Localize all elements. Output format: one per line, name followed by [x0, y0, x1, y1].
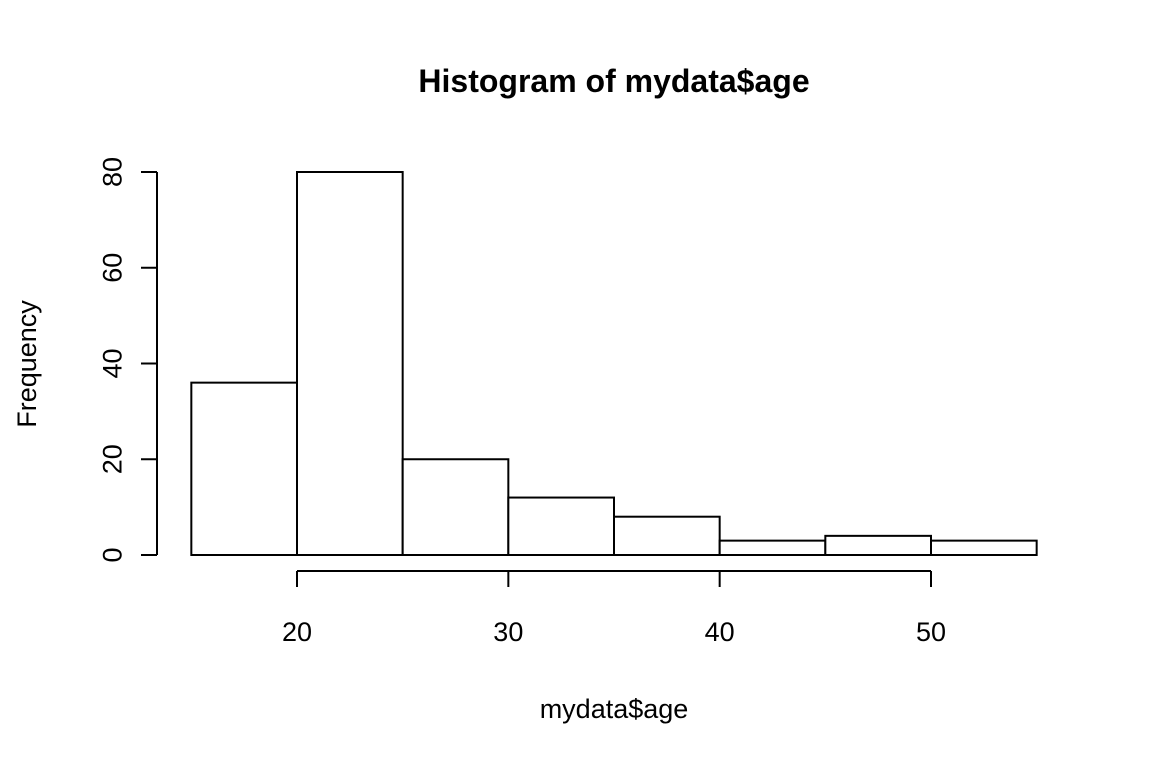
y-tick-label: 20 [97, 444, 127, 474]
histogram-bar [507, 496, 616, 556]
y-tick-label: 0 [97, 547, 127, 562]
x-tick-label: 50 [916, 617, 946, 647]
x-tick-label: 30 [493, 617, 523, 647]
x-axis-title: mydata$age [540, 694, 689, 724]
histogram-bar [718, 539, 827, 557]
y-tick-label: 80 [97, 157, 127, 187]
x-axis: 20 30 40 50 [282, 570, 946, 647]
x-tick-label: 40 [705, 617, 735, 647]
y-axis-title: Frequency [12, 300, 42, 428]
histogram-bar [190, 381, 298, 556]
histogram-bar [296, 171, 404, 556]
y-axis: 0 20 40 60 80 [97, 157, 158, 563]
y-tick-label: 40 [97, 348, 127, 378]
histogram-bar [824, 534, 932, 556]
x-tick-label: 20 [282, 617, 312, 647]
chart-title: Histogram of mydata$age [418, 63, 809, 99]
histogram-bars [190, 171, 1038, 557]
histogram-bar [401, 458, 510, 556]
y-tick-label: 60 [97, 253, 127, 283]
histogram-bar [613, 515, 721, 557]
histogram-bar [930, 539, 1038, 557]
